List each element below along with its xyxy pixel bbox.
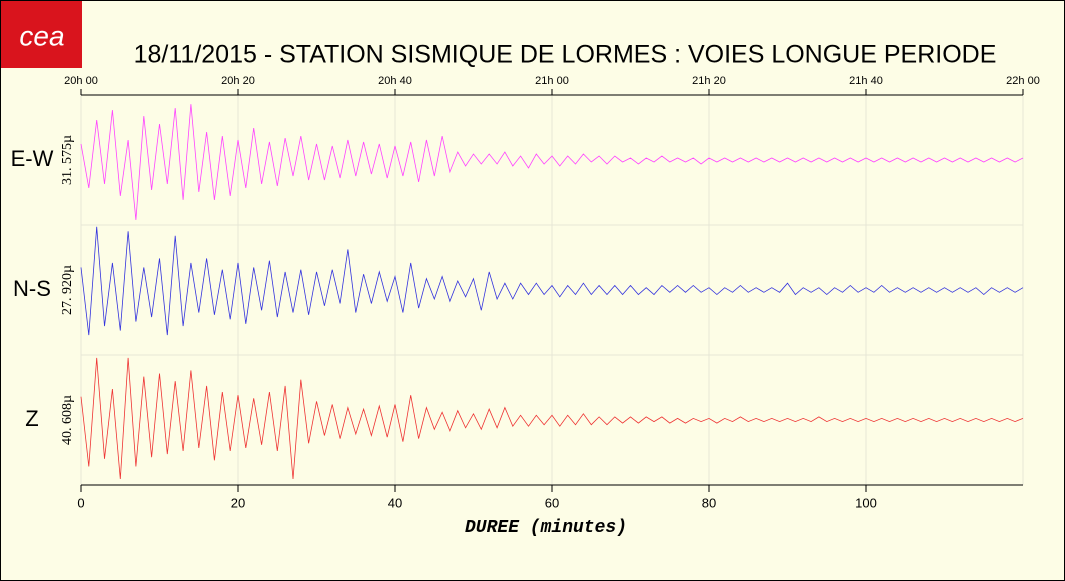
x-tick-label: 100 bbox=[855, 495, 877, 510]
trace bbox=[80, 104, 1024, 220]
logo: cea bbox=[19, 20, 64, 51]
x-tick-label: 60 bbox=[545, 495, 559, 510]
channel-name: Z bbox=[25, 406, 38, 431]
x-tick-label: 0 bbox=[77, 495, 84, 510]
channel-name: N-S bbox=[13, 276, 51, 301]
x-tick-label: 20 bbox=[231, 495, 245, 510]
top-tick-label: 21h 00 bbox=[535, 75, 569, 87]
channel-name: E-W bbox=[11, 146, 54, 171]
top-tick-label: 20h 20 bbox=[221, 75, 255, 87]
top-tick-label: 20h 40 bbox=[378, 75, 412, 87]
channel-scale: 40. 608µ bbox=[60, 395, 75, 445]
top-tick-label: 22h 00 bbox=[1006, 75, 1040, 87]
channel-scale: 31. 575µ bbox=[60, 135, 75, 185]
logo-box bbox=[1, 1, 82, 68]
channel-scale: 27. 920µ bbox=[60, 265, 75, 315]
top-tick-label: 21h 40 bbox=[849, 75, 883, 87]
trace bbox=[80, 226, 1024, 336]
top-tick-label: 21h 20 bbox=[692, 75, 726, 87]
trace bbox=[80, 357, 1024, 480]
x-tick-label: 40 bbox=[388, 495, 402, 510]
top-tick-label: 20h 00 bbox=[64, 75, 98, 87]
chart-title: 18/11/2015 - STATION SISMIQUE DE LORMES … bbox=[134, 41, 997, 69]
x-axis-label: DUREE (minutes) bbox=[465, 518, 627, 538]
x-tick-label: 80 bbox=[702, 495, 716, 510]
